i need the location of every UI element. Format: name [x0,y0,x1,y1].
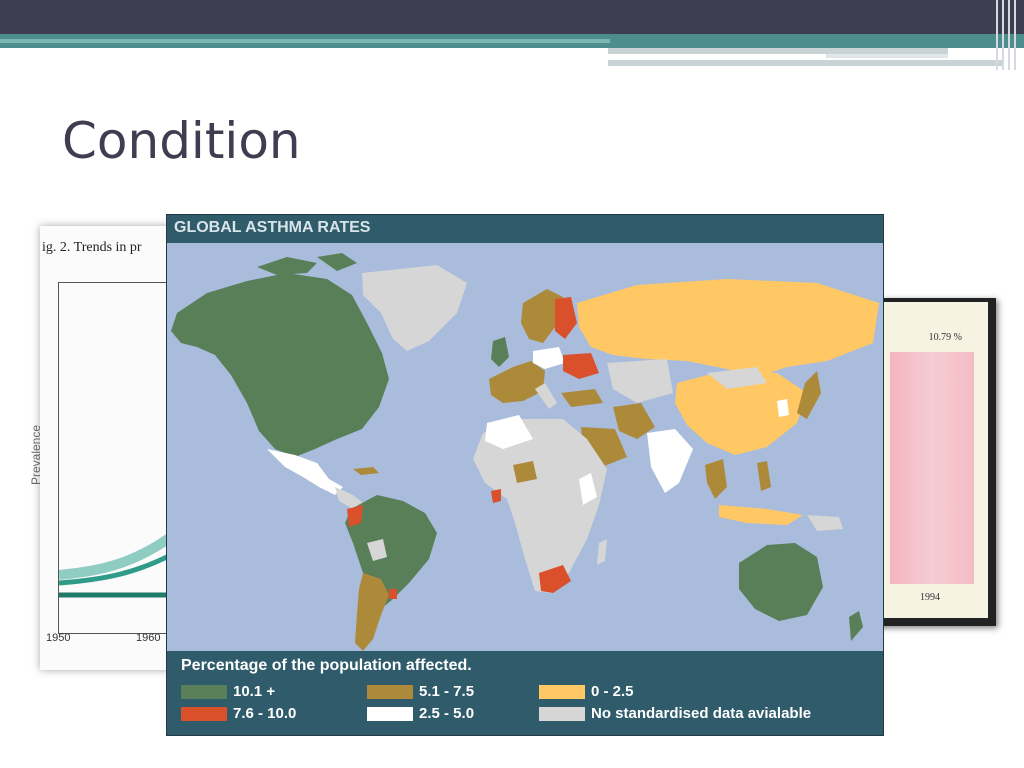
indonesia [719,505,803,525]
background-bar-figure: 10.79 % 1994 [876,298,996,626]
slide-rule [608,60,1004,66]
map-legend: Percentage of the population affected. 1… [167,651,883,735]
south-america-south [355,573,389,651]
north-africa [485,415,533,449]
mongolia [707,367,767,389]
legend-swatch [367,707,413,721]
slide-title: Condition [62,112,301,170]
new-zealand [849,611,863,641]
central-america [335,487,363,509]
mexico [267,449,343,495]
legend-swatch [539,685,585,699]
legend-swatch [181,685,227,699]
scandinavia [521,289,563,343]
bar-value-label: 10.79 % [928,332,962,343]
uk [491,337,509,367]
india [647,429,693,493]
sahel-country [513,461,537,483]
caribbean [353,467,379,475]
legend-label: 7.6 - 10.0 [233,705,297,722]
venezuela [347,505,363,527]
turkey [561,389,603,407]
uruguay [389,589,397,599]
korea [777,399,789,417]
western-europe [489,361,545,403]
slide-teal-stripe [0,34,1024,48]
east-africa [579,473,597,505]
legend-label: 10.1 + [233,683,276,700]
x-tick: 1950 [46,632,71,644]
southeast-asia [705,459,727,499]
legend-swatch [367,685,413,699]
world-map [167,243,883,651]
ukraine [563,353,599,379]
bar [890,352,974,584]
west-africa [491,489,501,503]
x-tick: 1960 [136,632,161,644]
greenland [362,265,467,351]
north-america [171,273,389,457]
figure-caption: ig. 2. Trends in pr [42,240,142,255]
arctic-islands [257,257,317,275]
south-africa [539,565,571,593]
iran [613,403,655,439]
slide-top-bar [0,0,1024,34]
background-trend-figure: ig. 2. Trends in pr Prevalence 1950 1960 [29,226,189,670]
finland [555,297,577,339]
y-axis-label: Prevalence [29,424,44,486]
new-guinea [807,515,843,531]
philippines [757,461,771,491]
legend-title: Percentage of the population affected. [181,657,472,674]
central-europe [533,347,565,369]
russia [577,279,879,377]
japan [797,371,821,419]
italy [535,383,557,409]
legend-label: 5.1 - 7.5 [419,683,475,700]
map-header: GLOBAL ASTHMA RATES [167,215,883,243]
arctic-islands [317,253,357,271]
central-asia [607,359,673,403]
slide-corner-lines [994,0,1024,70]
china [675,371,807,455]
asthma-map-panel: GLOBAL ASTHMA RATES [166,214,884,736]
slide-rule [608,48,948,54]
legend-swatch [181,707,227,721]
legend-swatch [539,707,585,721]
map-title: GLOBAL ASTHMA RATES [174,219,371,236]
bar-year-label: 1994 [920,592,940,603]
legend-label: No standardised data avialable [591,705,812,722]
australia [739,543,823,621]
legend-label: 0 - 2.5 [591,683,634,700]
bolivia [367,539,387,561]
africa [473,419,607,593]
slide-rule [826,54,948,58]
madagascar [597,539,607,565]
legend-label: 2.5 - 5.0 [419,705,475,722]
